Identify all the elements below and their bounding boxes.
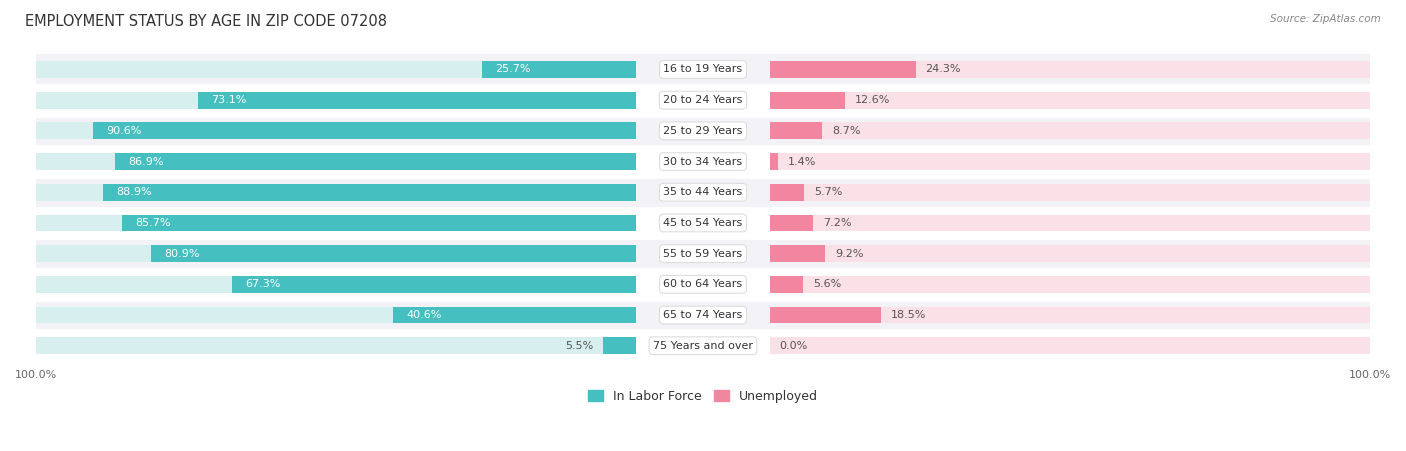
Text: 7.2%: 7.2% [823, 218, 852, 228]
Text: 24.3%: 24.3% [925, 64, 962, 74]
Text: 55 to 59 Years: 55 to 59 Years [664, 249, 742, 258]
Text: 25.7%: 25.7% [495, 64, 531, 74]
Bar [482, 61, 637, 78]
Text: EMPLOYMENT STATUS BY AGE IN ZIP CODE 07208: EMPLOYMENT STATUS BY AGE IN ZIP CODE 072… [25, 14, 387, 28]
Bar [769, 184, 804, 201]
Text: 85.7%: 85.7% [135, 218, 170, 228]
Text: 5.7%: 5.7% [814, 187, 842, 197]
Bar [769, 276, 803, 293]
Text: 25 to 29 Years: 25 to 29 Years [664, 126, 742, 136]
Text: 40.6%: 40.6% [406, 310, 441, 320]
Text: 88.9%: 88.9% [117, 187, 152, 197]
Bar [37, 115, 1369, 146]
Text: 18.5%: 18.5% [891, 310, 927, 320]
Bar [769, 307, 880, 323]
Bar [37, 276, 637, 293]
Bar [37, 307, 637, 323]
Bar [769, 61, 915, 78]
Bar [37, 177, 1369, 207]
Text: 16 to 19 Years: 16 to 19 Years [664, 64, 742, 74]
Text: 65 to 74 Years: 65 to 74 Years [664, 310, 742, 320]
Text: 60 to 64 Years: 60 to 64 Years [664, 279, 742, 290]
Bar [603, 337, 637, 354]
Text: 30 to 34 Years: 30 to 34 Years [664, 156, 742, 166]
Text: 20 to 24 Years: 20 to 24 Years [664, 95, 742, 105]
Bar [769, 153, 778, 170]
Bar [37, 153, 637, 170]
Bar [37, 299, 1369, 331]
Bar [122, 215, 637, 231]
Bar [198, 92, 637, 109]
Text: 5.5%: 5.5% [565, 341, 593, 351]
Bar [37, 245, 637, 262]
Text: 5.6%: 5.6% [813, 279, 842, 290]
Bar [37, 207, 1369, 238]
Text: 80.9%: 80.9% [165, 249, 200, 258]
Bar [37, 122, 637, 139]
Text: 12.6%: 12.6% [855, 95, 890, 105]
Text: 75 Years and over: 75 Years and over [652, 341, 754, 351]
Text: 9.2%: 9.2% [835, 249, 863, 258]
Bar [37, 85, 1369, 115]
Bar [37, 269, 1369, 299]
Bar [37, 61, 637, 78]
Legend: In Labor Force, Unemployed: In Labor Force, Unemployed [583, 385, 823, 408]
Bar [769, 307, 1369, 323]
Text: 0.0%: 0.0% [780, 341, 808, 351]
Text: 8.7%: 8.7% [832, 126, 860, 136]
Text: 86.9%: 86.9% [128, 156, 163, 166]
Bar [769, 245, 1369, 262]
Bar [37, 184, 637, 201]
Bar [37, 215, 637, 231]
Text: 90.6%: 90.6% [105, 126, 141, 136]
Bar [769, 153, 1369, 170]
Bar [769, 92, 1369, 109]
Bar [769, 184, 1369, 201]
Bar [769, 337, 1369, 354]
Bar [769, 92, 845, 109]
Bar [150, 245, 637, 262]
Bar [37, 331, 1369, 361]
Bar [769, 122, 1369, 139]
Bar [769, 215, 1369, 231]
Text: 35 to 44 Years: 35 to 44 Years [664, 187, 742, 197]
Bar [37, 54, 1369, 85]
Bar [392, 307, 637, 323]
Text: Source: ZipAtlas.com: Source: ZipAtlas.com [1270, 14, 1381, 23]
Bar [115, 153, 637, 170]
Bar [232, 276, 637, 293]
Bar [37, 337, 637, 354]
Bar [769, 276, 1369, 293]
Bar [769, 245, 825, 262]
Bar [769, 215, 813, 231]
Bar [37, 146, 1369, 177]
Bar [769, 61, 1369, 78]
Text: 45 to 54 Years: 45 to 54 Years [664, 218, 742, 228]
Text: 73.1%: 73.1% [211, 95, 246, 105]
Bar [37, 92, 637, 109]
Bar [103, 184, 637, 201]
Bar [37, 238, 1369, 269]
Text: 67.3%: 67.3% [246, 279, 281, 290]
Bar [93, 122, 637, 139]
Text: 1.4%: 1.4% [789, 156, 817, 166]
Bar [769, 122, 823, 139]
